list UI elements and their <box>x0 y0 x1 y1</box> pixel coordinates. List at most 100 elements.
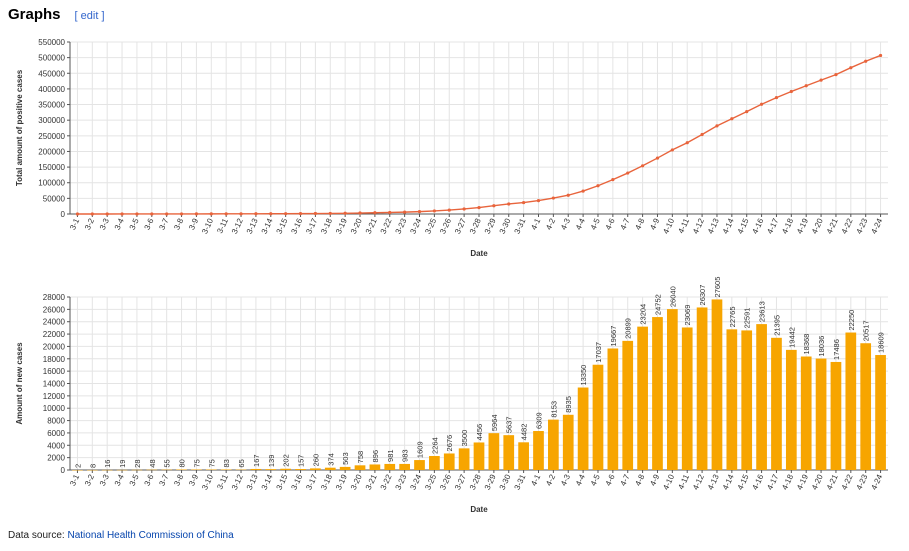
line-data-point <box>789 89 793 94</box>
data-source-note: Data source: National Health Commission … <box>8 530 234 541</box>
bar-value-label: 983 <box>401 449 410 462</box>
bar-new-cases <box>548 419 559 470</box>
bar-value-label: 157 <box>297 455 306 468</box>
line-data-point <box>730 117 734 121</box>
line-chart-xtick-label: 4-11 <box>676 217 691 235</box>
line-chart-xtick-label: 3-26 <box>438 217 453 236</box>
bar-value-label: 20899 <box>624 318 633 339</box>
line-data-point <box>388 210 392 215</box>
line-chart-xtick-label: 3-27 <box>453 217 468 236</box>
line-chart-xtick-label: 3-10 <box>200 217 215 236</box>
bar-value-label: 65 <box>237 459 246 467</box>
bar-chart-xtick-label: 4-5 <box>589 473 602 488</box>
line-chart-xtick-label: 3-12 <box>230 217 245 236</box>
line-chart-ytick-label: 150000 <box>38 163 65 172</box>
bar-value-label: 21395 <box>772 315 781 336</box>
line-chart-xtick-label: 4-9 <box>648 217 661 232</box>
bar-value-label: 1609 <box>416 441 425 458</box>
bar-new-cases <box>681 327 693 470</box>
bar-value-label: 896 <box>371 450 380 463</box>
line-chart-xtick-label: 3-3 <box>98 217 111 232</box>
bar-value-label: 981 <box>386 449 395 462</box>
bar-new-cases <box>637 326 648 470</box>
line-chart-xtick-label: 3-29 <box>483 217 498 236</box>
bar-chart-xtick-label: 3-7 <box>157 473 170 488</box>
bar-value-label: 3500 <box>460 430 469 447</box>
line-data-point <box>522 200 526 205</box>
bar-chart-xtick-label: 4-18 <box>780 473 795 492</box>
line-data-point <box>135 212 139 216</box>
bar-value-label: 139 <box>267 455 276 468</box>
bar-chart-xtick-label: 3-29 <box>483 473 498 492</box>
bar-value-label: 18609 <box>877 332 886 353</box>
line-data-point <box>120 212 124 216</box>
line-chart-xtick-label: 3-24 <box>408 217 423 236</box>
bar-value-label: 75 <box>207 459 216 467</box>
line-chart-x-axis-label: Date <box>470 249 488 258</box>
bar-value-label: 17486 <box>832 339 841 360</box>
bar-new-cases <box>443 453 455 470</box>
bar-value-label: 5637 <box>505 416 514 433</box>
line-chart-xtick-label: 3-16 <box>289 217 304 236</box>
line-chart-xtick-label: 4-3 <box>559 217 572 232</box>
bar-chart-xtick-label: 3-19 <box>334 473 349 492</box>
bar-new-cases <box>354 465 366 470</box>
bar-chart-x-axis-label: Date <box>470 505 488 514</box>
bar-new-cases <box>384 463 396 470</box>
line-chart-ytick-label: 300000 <box>38 116 65 125</box>
line-chart-xtick-label: 3-28 <box>468 217 483 236</box>
data-source-link[interactable]: National Health Commission of China <box>67 530 234 541</box>
bar-value-label: 22591 <box>743 308 752 329</box>
line-data-point <box>745 110 749 114</box>
bar-value-label: 83 <box>222 459 231 467</box>
bar-chart-xtick-label: 4-20 <box>810 473 825 492</box>
line-data-point <box>849 66 853 70</box>
line-data-point <box>90 212 94 216</box>
bar-chart-xtick-label: 4-24 <box>869 473 884 492</box>
line-data-point <box>596 184 600 188</box>
line-data-point <box>804 84 808 88</box>
line-chart-xtick-label: 4-18 <box>780 217 795 236</box>
bar-chart-xtick-label: 3-17 <box>304 473 319 492</box>
bar-chart-xtick-label: 3-14 <box>260 473 275 492</box>
line-chart-xtick-label: 3-15 <box>275 217 290 236</box>
bar-chart-xtick-label: 3-26 <box>438 473 453 492</box>
line-data-point <box>655 156 660 160</box>
bar-value-label: 4482 <box>520 424 529 441</box>
edit-link[interactable]: edit <box>80 10 99 22</box>
bar-value-label: 27605 <box>713 277 722 298</box>
bar-chart-xtick-label: 3-9 <box>187 473 200 488</box>
line-chart-xtick-label: 3-23 <box>394 217 409 236</box>
line-chart-xtick-label: 3-9 <box>187 217 200 232</box>
bar-chart-ytick-label: 18000 <box>43 355 66 364</box>
line-chart-xtick-label: 4-10 <box>661 217 676 236</box>
bar-new-cases <box>488 433 500 470</box>
line-chart-xtick-label: 4-17 <box>765 217 780 236</box>
bar-chart-xtick-label: 3-6 <box>143 473 156 488</box>
line-chart-xtick-label: 3-5 <box>128 217 141 232</box>
bar-chart-ytick-label: 28000 <box>43 293 66 302</box>
bar-new-cases <box>473 442 485 470</box>
line-chart-xtick-label: 4-7 <box>618 217 631 232</box>
bar-chart-xtick-label: 3-13 <box>245 473 260 492</box>
line-chart-xtick-label: 4-19 <box>795 217 810 236</box>
bar-value-label: 8153 <box>549 401 558 418</box>
bar-value-label: 758 <box>356 451 365 464</box>
bar-chart-xtick-label: 3-2 <box>83 473 96 488</box>
bar-chart-xtick-label: 3-11 <box>215 473 230 491</box>
bar-new-cases <box>310 468 321 470</box>
line-chart-xtick-label: 4-22 <box>840 217 855 236</box>
bar-chart-ytick-label: 22000 <box>43 330 66 339</box>
line-chart-xtick-label: 4-14 <box>721 217 736 236</box>
line-data-point <box>254 212 258 216</box>
line-chart-ytick-label: 200000 <box>38 147 65 156</box>
bar-new-cases <box>726 329 738 470</box>
line-data-point <box>150 212 154 216</box>
bar-chart-y-axis-label: Amount of new cases <box>15 342 24 425</box>
line-data-point <box>179 212 184 216</box>
line-chart-xtick-label: 3-18 <box>319 217 334 236</box>
bar-value-label: 23204 <box>639 304 648 325</box>
line-chart-xtick-label: 4-8 <box>633 217 646 232</box>
line-chart-xtick-label: 4-2 <box>544 217 557 232</box>
line-chart-xtick-label: 4-12 <box>691 217 706 236</box>
